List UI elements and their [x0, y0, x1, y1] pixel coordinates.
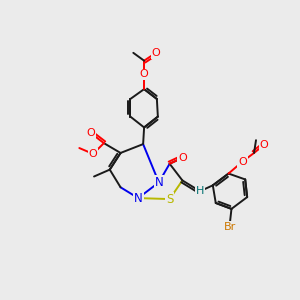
Text: O: O [238, 157, 247, 167]
Text: O: O [87, 128, 95, 138]
Text: S: S [166, 193, 173, 206]
Text: S: S [166, 193, 173, 206]
Text: O: O [89, 149, 98, 159]
Text: N: N [154, 176, 163, 189]
Text: O: O [152, 48, 160, 58]
Text: N: N [154, 176, 163, 189]
Text: N: N [134, 192, 142, 205]
Text: H: H [196, 186, 204, 196]
Text: H: H [196, 186, 204, 196]
Text: O: O [260, 140, 268, 150]
Text: O: O [140, 69, 148, 80]
Text: N: N [134, 192, 142, 205]
Text: O: O [178, 153, 187, 163]
Text: O: O [178, 153, 187, 163]
Text: Br: Br [224, 222, 236, 232]
